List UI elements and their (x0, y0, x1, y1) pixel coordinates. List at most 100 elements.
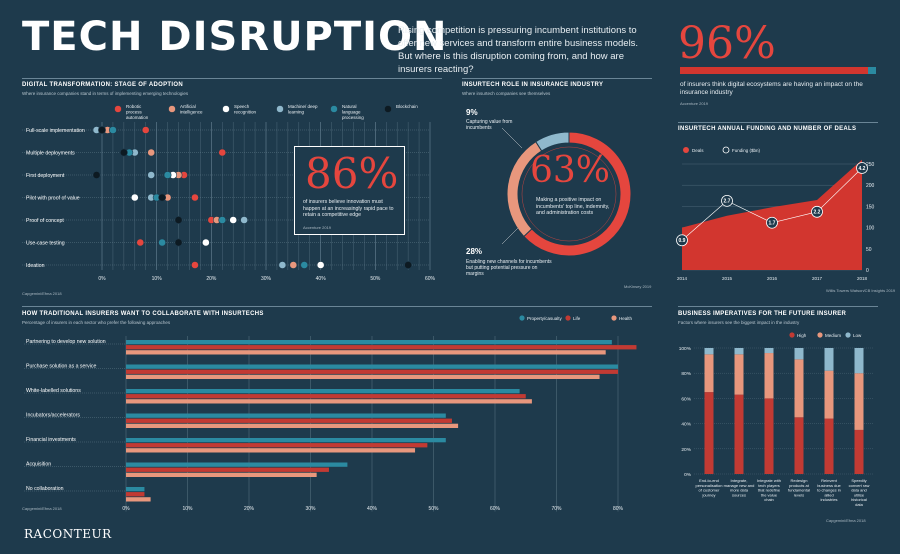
funding-data-label: 4.2 (859, 166, 866, 172)
legend-marker (276, 105, 284, 113)
bar (126, 492, 145, 497)
stacked-bar-segment (794, 348, 804, 360)
x-tick-label: 2014 (677, 276, 688, 281)
role-source: McKinsey 2019 (624, 284, 652, 289)
leader-line (501, 227, 519, 245)
data-point (147, 171, 156, 179)
y-tick-label: 40% (681, 422, 691, 428)
stat-96-value: 96% (678, 18, 776, 69)
bar (126, 369, 618, 374)
adoption-chart: Robotic process automation Artificial intell… (22, 104, 436, 282)
legend-label: Medium (825, 333, 841, 338)
data-point (289, 261, 298, 269)
stacked-bar-segment (704, 354, 714, 393)
imperatives-heading: BUSINESS IMPERATIVES FOR THE FUTURE INSU… (678, 311, 847, 317)
legend-label: Natural language processing (342, 104, 364, 120)
data-point (218, 216, 227, 224)
stat-96-caption: of insurers think digital ecosystems are… (680, 81, 863, 96)
x-tick-label: 70% (551, 506, 562, 512)
stacked-bar-segment (734, 348, 744, 355)
bar (126, 413, 446, 418)
collab-source: Capgemini/Efma 2018 (22, 506, 62, 511)
x-tick-label: 0% (98, 276, 106, 282)
legend-label: High (797, 333, 807, 338)
legend-label: Property/casualty (527, 316, 563, 321)
y-tick-label: 0% (684, 472, 692, 478)
divider (22, 78, 442, 79)
stacked-bar-segment (854, 348, 864, 374)
stacked-bar-segment (854, 429, 864, 474)
data-point (278, 261, 287, 269)
stat-86-source: Accenture 2019 (303, 225, 332, 230)
legend-label: Artificial intelligence (180, 104, 203, 114)
y-tick-label: 200 (866, 183, 875, 189)
data-point (218, 148, 227, 157)
bar (126, 487, 145, 492)
divider (678, 306, 878, 307)
legend-marker (519, 315, 525, 321)
y-tick-label: 100% (679, 346, 692, 352)
y-tick-label: 150 (866, 204, 875, 210)
brand-logo: RACONTEUR (24, 527, 112, 541)
funding-point (766, 216, 778, 229)
funding-data-label: 2.2 (814, 210, 821, 216)
stacked-bar-segment (824, 348, 834, 371)
category-label: White-labelled solutions (26, 388, 81, 394)
bar (126, 389, 520, 394)
data-point (404, 261, 413, 269)
bar (126, 423, 459, 428)
legend-marker (565, 315, 571, 321)
legend-label: Machine/ deep learning (288, 104, 318, 114)
x-tick-label: 30% (305, 506, 316, 512)
category-label: First deployment (26, 173, 65, 179)
x-tick-label: 60% (490, 506, 501, 512)
collab-chart: Property/casualty Life Health 0% 10% 20% 30% 40… (24, 315, 637, 512)
y-tick-label: 60% (681, 396, 691, 402)
x-tick-label: 60% (425, 276, 436, 282)
bar (126, 472, 317, 477)
funding-point (721, 194, 733, 207)
y-tick-label: 250 (866, 162, 875, 168)
stacked-bar-segment (764, 353, 774, 399)
category-label: Pilot with proof of value (26, 196, 80, 202)
adoption-source: Capgemini/Efma 2018 (22, 291, 62, 296)
bar (126, 497, 151, 502)
x-tick-label: 20% (206, 276, 217, 282)
bar (126, 399, 532, 404)
stat-96-bar-remainder (868, 67, 876, 74)
legend-marker (683, 147, 689, 153)
y-tick-label: 0 (866, 268, 869, 274)
legend-marker (845, 332, 851, 338)
data-point (316, 261, 325, 269)
category-label: Reinvent business due to changes in allied i… (817, 478, 841, 502)
legend-label: Speech recognition (234, 104, 257, 114)
category-label: Financial investments (26, 437, 76, 443)
stat-96-source: Accenture 2019 (680, 101, 709, 106)
stat-86-caption: of insurers believe innovation must happ… (303, 199, 394, 218)
data-point (174, 216, 183, 224)
data-point (229, 216, 238, 224)
legend-label: Life (573, 316, 581, 321)
legend-marker (789, 332, 795, 338)
x-tick-label: 80% (613, 506, 624, 512)
bar (126, 340, 612, 345)
role-top-caption: Capturing value from incumbents (466, 119, 513, 131)
bar (126, 448, 416, 453)
stacked-bar-segment (824, 370, 834, 419)
stat-86-value: 86% (305, 149, 399, 198)
bar (126, 350, 606, 355)
category-label: End-to-end personalisation of customer jour… (696, 478, 723, 497)
legend-label: Low (853, 333, 862, 338)
data-point (147, 148, 156, 157)
data-point (109, 126, 117, 134)
role-center-value: 63% (530, 150, 611, 191)
bar (126, 443, 428, 448)
data-point (300, 261, 309, 269)
data-point (141, 126, 150, 134)
legend-marker (114, 105, 122, 113)
x-tick-label: 2018 (857, 276, 868, 281)
funding-point (856, 162, 868, 174)
stacked-bar-segment (764, 348, 774, 354)
y-tick-label: 80% (681, 371, 691, 377)
data-point (119, 148, 128, 157)
